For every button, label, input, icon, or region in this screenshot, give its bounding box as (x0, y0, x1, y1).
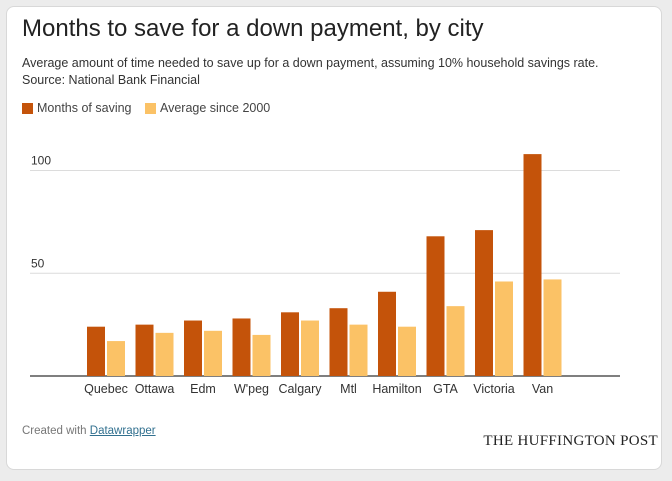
bar-months-4 (281, 312, 299, 376)
x-tick-label-1: Ottawa (135, 382, 175, 396)
chart-title: Months to save for a down payment, by ci… (22, 15, 484, 42)
legend-item-average: Average since 2000 (144, 101, 271, 115)
legend-swatch-months (22, 102, 33, 114)
bar-months-3 (232, 318, 251, 376)
bar-average-1 (155, 332, 174, 376)
x-tick-label-4: Calgary (278, 382, 322, 396)
bar-months-0 (87, 326, 105, 376)
bar-average-5 (349, 324, 368, 376)
y-tick-label-100: 100 (31, 154, 51, 168)
bar-average-4 (301, 320, 319, 376)
x-tick-label-0: Quebec (84, 382, 128, 396)
x-tick-label-2: Edm (190, 382, 216, 396)
x-tick-label-9: Van (532, 382, 553, 396)
legend-label-average: Average since 2000 (159, 101, 271, 115)
bar-months-1 (135, 324, 154, 376)
x-tick-label-6: Hamilton (372, 382, 421, 396)
bar-months-9 (523, 154, 542, 376)
datawrapper-link[interactable]: Datawrapper (89, 425, 156, 437)
bar-months-8 (475, 230, 493, 376)
legend-swatch-average (144, 102, 156, 114)
bar-months-6 (378, 291, 396, 376)
x-tick-label-3: W'peg (234, 382, 269, 396)
bar-months-5 (329, 308, 348, 376)
bar-average-6 (398, 326, 416, 376)
chart-subtitle: Average amount of time needed to save up… (22, 55, 599, 89)
bar-average-9 (543, 279, 562, 376)
bar-months-7 (426, 236, 445, 376)
footer-credit: Created with Datawrapper (22, 425, 156, 437)
legend: Months of saving Average since 2000 (22, 101, 280, 117)
subtitle-description: Average amount of time needed to save up… (22, 56, 599, 70)
legend-item-months: Months of saving (22, 101, 132, 115)
bar-average-7 (446, 306, 465, 376)
bar-months-2 (184, 320, 202, 376)
x-tick-label-7: GTA (433, 382, 458, 396)
x-tick-label-8: Victoria (473, 382, 515, 396)
x-tick-label-5: Mtl (340, 382, 357, 396)
bar-average-2 (204, 330, 222, 376)
bar-average-3 (252, 334, 271, 376)
bar-average-0 (107, 341, 125, 376)
credit-prefix: Created with (22, 425, 87, 437)
bar-average-8 (495, 281, 513, 376)
brand-logo: THE HUFFINGTON POST (483, 433, 658, 449)
subtitle-source: Source: National Bank Financial (22, 73, 200, 87)
legend-label-months: Months of saving (37, 101, 132, 115)
y-tick-label-50: 50 (31, 256, 45, 270)
chart-card (6, 6, 662, 470)
